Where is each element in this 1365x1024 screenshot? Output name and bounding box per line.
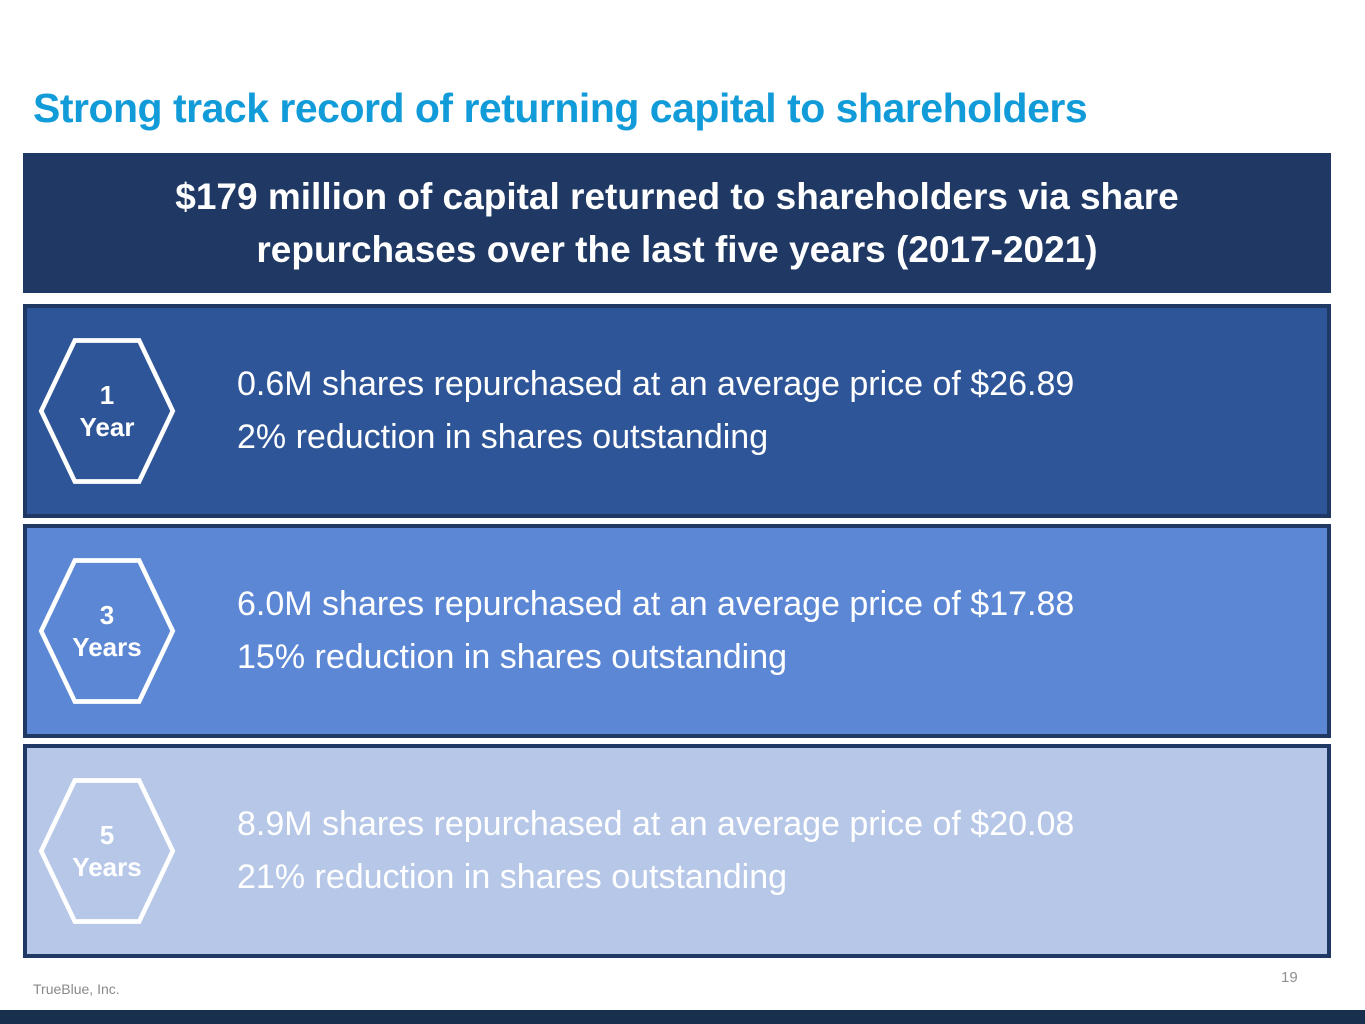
footer-company-name: TrueBlue, Inc. <box>33 981 120 997</box>
repurchase-row-1-year: 1 Year 0.6M shares repurchased at an ave… <box>23 304 1331 518</box>
hexagon-icon <box>38 558 176 704</box>
badge-number: 5 <box>99 820 115 850</box>
badge-number: 1 <box>99 380 115 410</box>
hexagon-label: 3 Years <box>37 556 177 706</box>
page-title: Strong track record of returning capital… <box>33 85 1088 132</box>
hexagon-label: 5 Years <box>37 776 177 926</box>
row-text-block: 6.0M shares repurchased at an average pr… <box>237 578 1074 684</box>
headline-banner: $179 million of capital returned to shar… <box>23 153 1331 293</box>
hexagon-badge-3-years: 3 Years <box>37 556 177 706</box>
row-text-block: 8.9M shares repurchased at an average pr… <box>237 798 1074 904</box>
row-stat-line-2: 21% reduction in shares outstanding <box>237 858 788 896</box>
repurchase-row-5-years: 5 Years 8.9M shares repurchased at an av… <box>23 744 1331 958</box>
row-stat-line-2: 2% reduction in shares outstanding <box>237 418 769 456</box>
row-stat-line-2: 15% reduction in shares outstanding <box>237 638 788 676</box>
bottom-accent-bar <box>0 1010 1365 1024</box>
banner-line-1: $179 million of capital returned to shar… <box>175 176 1179 217</box>
hexagon-icon <box>38 778 176 924</box>
row-stat-line-1: 8.9M shares repurchased at an average pr… <box>237 805 1075 843</box>
hexagon-badge-5-years: 5 Years <box>37 776 177 926</box>
row-stat-line-1: 6.0M shares repurchased at an average pr… <box>237 585 1075 623</box>
hexagon-icon <box>38 338 176 484</box>
badge-unit: Years <box>72 632 142 662</box>
hexagon-label: 1 Year <box>37 336 177 486</box>
row-stat-line-1: 0.6M shares repurchased at an average pr… <box>237 365 1075 403</box>
row-text-block: 0.6M shares repurchased at an average pr… <box>237 358 1074 464</box>
badge-unit: Years <box>72 852 142 882</box>
repurchase-row-3-years: 3 Years 6.0M shares repurchased at an av… <box>23 524 1331 738</box>
badge-number: 3 <box>99 600 115 630</box>
hexagon-badge-1-year: 1 Year <box>37 336 177 486</box>
page-number: 19 <box>1281 969 1298 986</box>
badge-unit: Year <box>79 412 135 442</box>
banner-line-2: repurchases over the last five years (20… <box>256 229 1098 270</box>
